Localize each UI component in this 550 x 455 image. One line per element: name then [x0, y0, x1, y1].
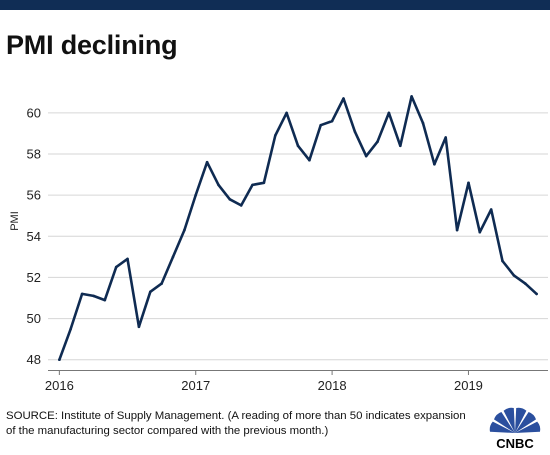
- data-point: [58, 358, 61, 362]
- data-point: [308, 158, 311, 162]
- data-point: [353, 130, 357, 133]
- peacock-feather: [515, 412, 536, 433]
- series-layer: [58, 95, 538, 362]
- data-point: [478, 230, 482, 234]
- data-point: [69, 327, 72, 331]
- y-tick-label: 60: [27, 105, 41, 120]
- data-point: [524, 282, 527, 285]
- data-point: [80, 292, 84, 296]
- x-tick-label: 2017: [181, 378, 210, 393]
- y-tick-label: 58: [27, 147, 41, 162]
- data-point: [535, 292, 538, 296]
- data-point: [467, 181, 470, 185]
- data-point: [126, 257, 129, 261]
- data-point: [92, 294, 95, 298]
- logo-wordmark: CNBC: [496, 436, 534, 450]
- data-point: [410, 95, 413, 98]
- data-point: [239, 204, 243, 207]
- pmi-series-line: [58, 95, 538, 362]
- y-tick-label: 48: [27, 352, 41, 367]
- data-point: [399, 144, 402, 148]
- peacock-icon: [489, 407, 541, 433]
- data-point: [433, 163, 436, 166]
- peacock-feather: [515, 407, 527, 433]
- top-accent-bar: [0, 0, 550, 10]
- data-point: [376, 140, 379, 143]
- data-point: [171, 255, 175, 259]
- y-tick-label: 52: [27, 270, 41, 285]
- data-point: [512, 274, 516, 277]
- data-point: [274, 134, 277, 137]
- chart-title: PMI declining: [6, 30, 178, 60]
- peacock-feather: [503, 407, 515, 433]
- data-point: [160, 282, 163, 285]
- data-point: [205, 160, 209, 164]
- data-point: [114, 265, 118, 269]
- y-axis: 48 50 52 54 56 58 60: [27, 105, 41, 367]
- data-point: [330, 119, 334, 123]
- y-tick-label: 50: [27, 311, 41, 326]
- source-note: SOURCE: Institute of Supply Management. …: [6, 410, 466, 437]
- data-point: [455, 228, 459, 232]
- data-point: [296, 144, 300, 148]
- data-point: [262, 181, 266, 185]
- y-tick-label: 54: [27, 229, 41, 244]
- data-point: [501, 259, 504, 263]
- data-point: [342, 97, 345, 100]
- data-point: [228, 198, 232, 201]
- x-axis: 2016 2017 2018 2019: [45, 370, 548, 393]
- data-point: [137, 325, 141, 329]
- data-point: [364, 154, 368, 158]
- data-point: [217, 183, 220, 187]
- data-point: [251, 183, 254, 187]
- peacock-feather: [515, 421, 541, 433]
- data-point: [285, 111, 288, 115]
- y-axis-label: PMI: [9, 211, 21, 231]
- data-point: [194, 193, 197, 197]
- x-tick-label: 2018: [318, 378, 347, 393]
- data-point: [149, 290, 152, 294]
- gridlines: [48, 112, 548, 361]
- data-point: [387, 111, 391, 115]
- cnbc-logo: CNBC: [489, 407, 541, 450]
- peacock-feather: [494, 412, 515, 433]
- peacock-feather: [489, 421, 515, 433]
- data-point: [103, 298, 107, 302]
- x-tick-label: 2016: [45, 378, 74, 393]
- data-point: [319, 123, 323, 127]
- data-point: [421, 121, 425, 125]
- data-point: [489, 208, 493, 211]
- x-tick-label: 2019: [454, 378, 483, 393]
- data-point: [444, 136, 448, 139]
- y-tick-label: 56: [27, 188, 41, 203]
- data-point: [183, 228, 186, 232]
